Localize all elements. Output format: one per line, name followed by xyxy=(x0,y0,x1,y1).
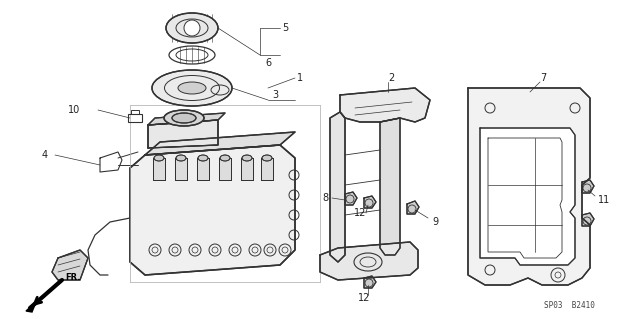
Polygon shape xyxy=(380,118,400,255)
Polygon shape xyxy=(145,132,295,155)
Polygon shape xyxy=(148,120,218,148)
Text: 11: 11 xyxy=(598,195,611,205)
Bar xyxy=(219,158,231,180)
Bar xyxy=(241,158,253,180)
Text: SP03  B2410: SP03 B2410 xyxy=(544,301,595,310)
Bar xyxy=(241,158,253,180)
Bar xyxy=(197,158,209,180)
Polygon shape xyxy=(130,145,295,275)
Text: 5: 5 xyxy=(282,23,288,33)
Polygon shape xyxy=(320,242,418,280)
Bar xyxy=(128,114,142,122)
Text: 12: 12 xyxy=(354,208,366,218)
Text: 1: 1 xyxy=(297,73,303,83)
Ellipse shape xyxy=(178,82,206,94)
Ellipse shape xyxy=(242,155,252,161)
Polygon shape xyxy=(148,113,225,125)
Ellipse shape xyxy=(154,155,164,161)
Ellipse shape xyxy=(164,110,204,126)
Bar xyxy=(261,158,273,180)
Text: 2: 2 xyxy=(388,73,394,83)
Ellipse shape xyxy=(172,113,196,123)
Bar xyxy=(261,158,273,180)
Text: FR.: FR. xyxy=(65,273,81,283)
Bar xyxy=(153,158,165,180)
Bar xyxy=(219,158,231,180)
Polygon shape xyxy=(582,180,594,193)
Ellipse shape xyxy=(152,70,232,106)
Ellipse shape xyxy=(262,155,272,161)
Bar xyxy=(175,158,187,180)
Text: 8: 8 xyxy=(322,193,328,203)
Text: 12: 12 xyxy=(358,293,371,303)
Polygon shape xyxy=(364,276,376,288)
Text: 10: 10 xyxy=(68,105,80,115)
Bar xyxy=(175,158,187,180)
Polygon shape xyxy=(26,302,36,312)
Polygon shape xyxy=(330,112,345,262)
Bar xyxy=(197,158,209,180)
Polygon shape xyxy=(52,250,88,280)
Polygon shape xyxy=(480,128,575,265)
Bar xyxy=(131,110,139,114)
Circle shape xyxy=(184,20,200,36)
Polygon shape xyxy=(468,88,590,285)
Bar xyxy=(153,158,165,180)
Polygon shape xyxy=(582,213,594,226)
Text: 9: 9 xyxy=(432,217,438,227)
Ellipse shape xyxy=(166,13,218,43)
Polygon shape xyxy=(364,196,376,208)
Ellipse shape xyxy=(176,155,186,161)
Polygon shape xyxy=(345,192,357,205)
Text: 4: 4 xyxy=(42,150,48,160)
Ellipse shape xyxy=(220,155,230,161)
Text: 3: 3 xyxy=(272,90,278,100)
Text: 6: 6 xyxy=(265,58,271,68)
Polygon shape xyxy=(407,201,419,214)
Polygon shape xyxy=(340,88,430,122)
Ellipse shape xyxy=(198,155,208,161)
Text: 7: 7 xyxy=(540,73,547,83)
